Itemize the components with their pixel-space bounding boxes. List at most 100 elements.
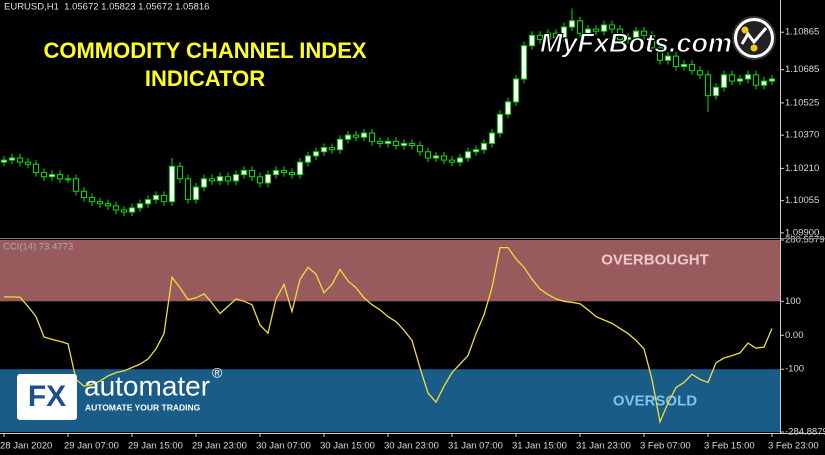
- candle-body: [593, 28, 599, 32]
- y-tick-label: -284.8879: [785, 427, 825, 438]
- x-tick-label: 29 Jan 15:00: [128, 441, 183, 452]
- candle-body: [697, 70, 703, 76]
- candle-body: [225, 176, 231, 182]
- candle-body: [737, 78, 743, 82]
- candle-body: [601, 24, 607, 32]
- x-tick-label: 29 Jan 07:00: [64, 441, 119, 452]
- candle-body: [201, 178, 207, 188]
- y-tick-label: -100: [785, 364, 804, 375]
- candle-body: [769, 78, 775, 82]
- candle-body: [217, 176, 223, 182]
- candle-body: [617, 28, 623, 40]
- candle-body: [369, 132, 375, 142]
- chart-title: COMMODITY CHANNEL INDEX: [43, 38, 366, 63]
- candle-body: [145, 199, 151, 205]
- candle-body: [489, 132, 495, 144]
- candle-body: [457, 157, 463, 163]
- candle-body: [521, 45, 527, 80]
- candle-body: [537, 34, 543, 41]
- logo-mark: FX: [28, 380, 66, 413]
- candle-body: [305, 155, 311, 163]
- x-tick-label: 31 Jan 15:00: [512, 441, 567, 452]
- logo-registered: ®: [212, 365, 223, 381]
- candle-body: [585, 28, 591, 34]
- candle-body: [113, 205, 119, 211]
- candle-body: [361, 132, 367, 138]
- candle-body: [465, 151, 471, 159]
- candle-body: [377, 140, 383, 144]
- candle-body: [209, 178, 215, 182]
- candle-body: [73, 178, 79, 192]
- zone-label: OVERBOUGHT: [601, 252, 709, 269]
- candle-body: [577, 20, 583, 34]
- y-tick-label: 1.09900: [785, 227, 819, 238]
- candle-body: [353, 134, 359, 138]
- candle-body: [417, 145, 423, 153]
- candle-body: [265, 174, 271, 184]
- cci-zones: OVERBOUGHT OVERSOLD: [0, 240, 780, 432]
- candle-body: [281, 169, 287, 174]
- candle-body: [161, 194, 167, 203]
- candle-body: [553, 32, 559, 38]
- candle-body: [689, 63, 695, 72]
- candle-body: [121, 209, 127, 213]
- y-tick-label: 1.10055: [785, 195, 819, 206]
- candle-body: [473, 149, 479, 153]
- candle-body: [193, 186, 199, 201]
- candle-body: [233, 174, 239, 182]
- candle-body: [401, 142, 407, 147]
- logo-tagline: AUTOMATE YOUR TRADING: [85, 402, 201, 412]
- candle-body: [561, 26, 567, 38]
- candle-body: [273, 169, 279, 176]
- x-tick-label: 3 Feb 23:00: [768, 441, 819, 452]
- y-tick-label: 280.5579: [785, 235, 825, 246]
- plots: 1.10865 1.10685 1.10525 1.10370 1.10210 1.100…: [0, 8, 825, 452]
- zone: [0, 369, 780, 432]
- site-icon: [732, 16, 776, 60]
- candle-body: [313, 151, 319, 157]
- candle-body: [297, 161, 303, 176]
- candle-body: [241, 169, 247, 176]
- x-tick-label: 3 Feb 07:00: [640, 441, 691, 452]
- candle-body: [761, 80, 767, 86]
- candle-body: [337, 138, 343, 151]
- indicator-label: CCI(14) 73.4773: [3, 242, 73, 253]
- candle-body: [153, 194, 159, 201]
- candle-body: [625, 36, 631, 40]
- x-tick-label: 30 Jan 15:00: [320, 441, 375, 452]
- candle-body: [609, 24, 615, 30]
- candle-body: [529, 34, 535, 47]
- candle-body: [649, 34, 655, 49]
- candle-body: [713, 86, 719, 97]
- candle-body: [97, 201, 103, 205]
- x-tick-label: 3 Feb 15:00: [704, 441, 755, 452]
- x-tick-label: 31 Jan 07:00: [448, 441, 503, 452]
- candle-body: [177, 165, 183, 180]
- candle-body: [345, 134, 351, 140]
- candle-body: [25, 161, 31, 165]
- fx-logo: FX automater ® AUTOMATE YOUR TRADING: [17, 365, 223, 420]
- candle-body: [81, 190, 87, 198]
- candle-body: [665, 55, 671, 61]
- candle-body: [105, 203, 111, 207]
- candle-body: [441, 155, 447, 161]
- candle-body: [673, 55, 679, 68]
- zone: [0, 240, 780, 302]
- candle-body: [721, 74, 727, 88]
- candle-body: [705, 74, 711, 97]
- candle-body: [409, 142, 415, 147]
- candle-body: [641, 30, 647, 36]
- candle-body: [249, 169, 255, 178]
- candle-body: [89, 197, 95, 203]
- candle-body: [329, 147, 335, 151]
- zone-label: OVERSOLD: [613, 393, 697, 410]
- candle-body: [497, 113, 503, 134]
- x-tick-label: 30 Jan 07:00: [256, 441, 311, 452]
- x-tick-label: 30 Jan 23:00: [384, 441, 439, 452]
- candle-body: [41, 172, 47, 178]
- candle-body: [433, 155, 439, 159]
- chart-title: INDICATOR: [145, 66, 265, 91]
- candle-body: [657, 47, 663, 61]
- y-tick-label: 1.10525: [785, 97, 819, 108]
- cci-line: [4, 247, 773, 425]
